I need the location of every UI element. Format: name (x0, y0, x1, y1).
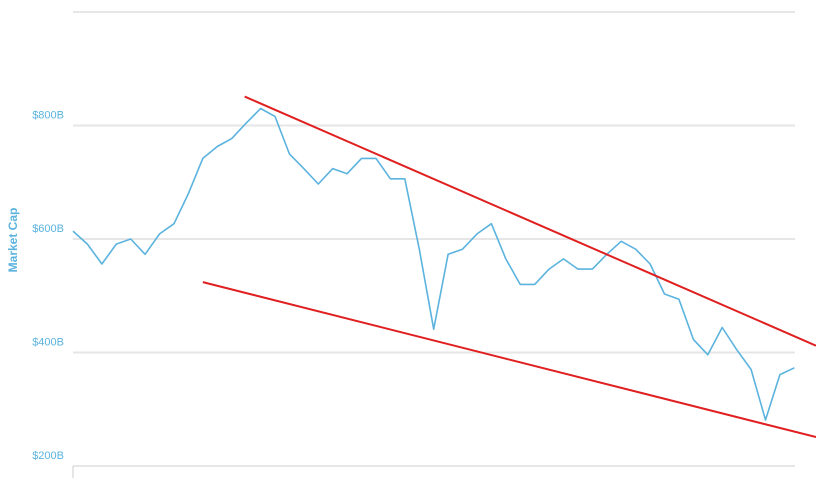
y-axis-label: Market Cap (6, 208, 20, 273)
y-tick-label: $600B (32, 223, 64, 235)
trendline (202, 281, 816, 439)
data-line (72, 107, 795, 421)
y-tick-label: $800B (32, 109, 64, 121)
trendline (244, 95, 816, 347)
y-tick-label: $200B (32, 450, 64, 462)
y-tick-label: $400B (32, 336, 64, 348)
